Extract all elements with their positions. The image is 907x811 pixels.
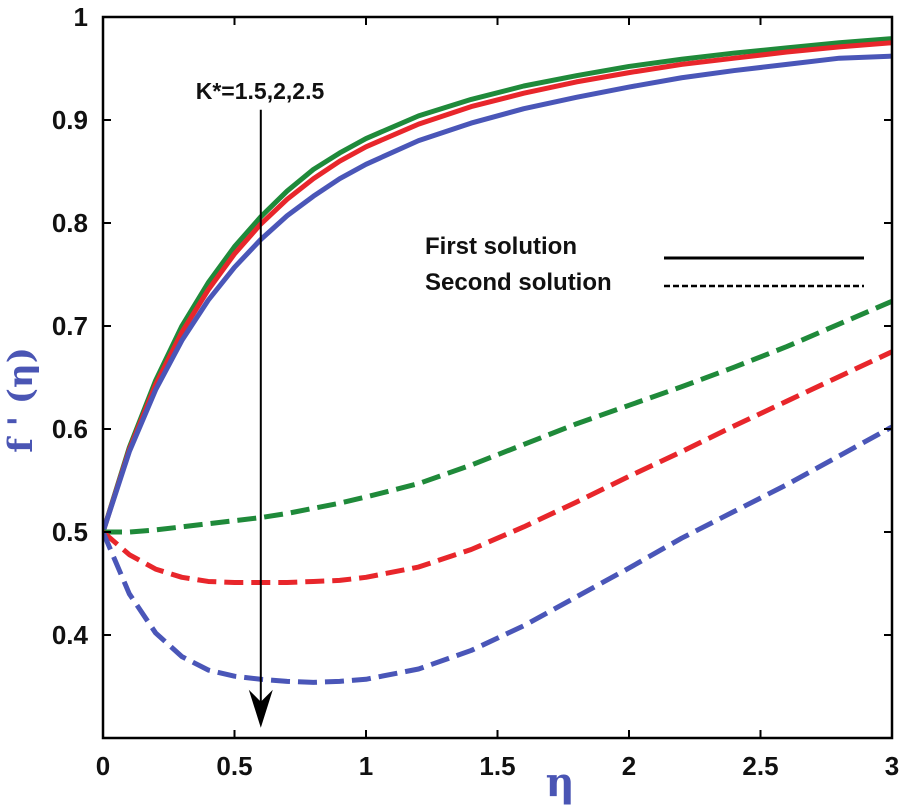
series-line-first-3 — [103, 53, 892, 533]
x-tick-label: 2 — [622, 751, 636, 781]
x-tick-label: 2.5 — [742, 751, 778, 781]
series-line-first-2 — [103, 40, 892, 533]
legend-second-solution-label: Second solution — [425, 269, 612, 296]
x-tick-label: 3 — [885, 751, 899, 781]
y-tick-label: 0.4 — [52, 620, 89, 650]
y-axis: 0.4 0.5 0.6 0.7 0.8 0.9 1 — [52, 2, 892, 650]
series-line-second-2 — [103, 349, 892, 585]
x-tick-label: 0 — [96, 751, 110, 781]
y-tick-label: 0.5 — [52, 517, 88, 547]
annotation-arrow-head — [248, 689, 273, 728]
series-layer — [103, 36, 892, 685]
series-line-first-1 — [103, 36, 892, 533]
y-tick-label: 0.7 — [52, 311, 88, 341]
annotation-label: K*=1.5,2,2.5 — [196, 78, 325, 104]
x-axis-label: η — [545, 759, 574, 806]
legend-first-solution-label: First solution — [425, 233, 577, 260]
y-tick-label: 0.6 — [52, 414, 88, 444]
x-tick-label: 1 — [359, 751, 373, 781]
series-line-second-3 — [103, 424, 892, 685]
y-tick-label: 0.9 — [52, 105, 88, 135]
x-axis: 0 0.5 1 1.5 2 2.5 3 — [96, 17, 899, 781]
plot-frame — [101, 15, 894, 740]
x-tick-label: 1.5 — [479, 751, 515, 781]
y-tick-label: 1 — [74, 2, 88, 32]
series-line-second-1 — [103, 298, 892, 535]
y-axis-label: f ' (η) — [1, 347, 41, 453]
x-tick-label: 0.5 — [216, 751, 252, 781]
y-tick-label: 0.8 — [52, 208, 88, 238]
